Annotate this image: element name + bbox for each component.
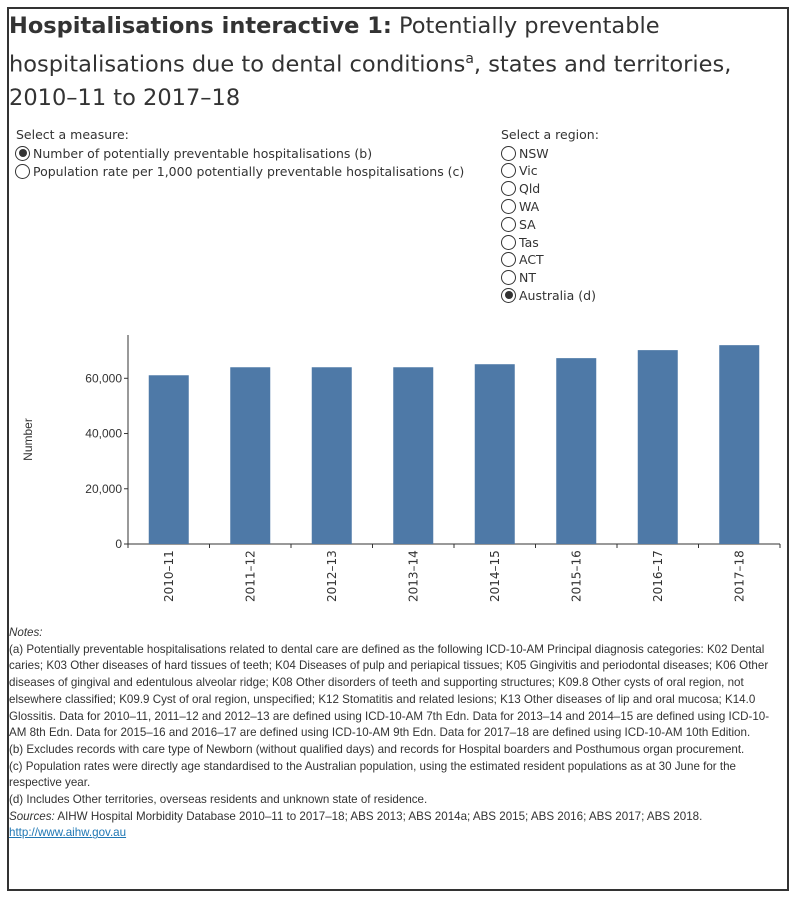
sources-text: AIHW Hospital Morbidity Database 2010–11… [54,809,703,823]
region-option[interactable]: Tas [501,233,539,251]
radio-button-icon[interactable] [501,163,516,179]
x-tick-label: 2015–16 [569,550,583,602]
sources-label: Sources: [9,809,55,823]
bar[interactable] [148,375,189,544]
notes-heading: Notes: [9,626,43,639]
region-option[interactable]: ACT [501,251,544,269]
note-b: (b) Excludes records with care type of N… [9,742,745,756]
region-option-label: NSW [519,145,549,161]
region-option-label: ACT [519,252,544,268]
bar[interactable] [230,367,271,544]
notes: Notes: (a) Potentially preventable hospi… [9,625,779,842]
radio-button-icon[interactable] [15,145,30,161]
page-title: Hospitalisations interactive 1: Potentia… [9,10,769,115]
y-tick-label: 40,000 [85,427,122,441]
title-text-2: , states and territories, 2010–11 to 201… [9,51,732,111]
bar[interactable] [637,350,678,544]
region-option[interactable]: WA [501,197,539,215]
x-tick-label: 2014–15 [488,550,502,602]
region-label: Select a region: [501,127,599,142]
note-d: (d) Includes Other territories, overseas… [9,793,428,807]
radio-button-icon[interactable] [501,252,516,268]
x-tick-label: 2012–13 [325,550,339,602]
measure-label: Select a measure: [16,127,129,142]
x-tick-label: 2017–18 [732,550,746,602]
measure-option-label: Population rate per 1,000 potentially pr… [33,163,465,179]
x-tick-label: 2011–12 [243,550,257,602]
title-footnote: a [465,51,474,67]
region-option[interactable]: SA [501,215,536,233]
note-a: (a) Potentially preventable hospitalisat… [9,642,770,740]
note-c: (c) Population rates were directly age s… [9,759,736,790]
measure-option-label: Number of potentially preventable hospit… [33,145,373,161]
bar[interactable] [719,345,760,544]
radio-button-icon[interactable] [501,216,516,232]
region-option-label: Vic [519,163,538,179]
bar[interactable] [474,364,515,544]
y-tick-label: 20,000 [85,482,122,496]
radio-button-icon[interactable] [501,198,516,214]
aihw-link[interactable]: http://www.aihw.gov.au [9,826,127,840]
region-option[interactable]: Australia (d) [501,286,596,304]
x-tick-label: 2013–14 [406,550,420,602]
region-option-label: WA [519,198,540,214]
region-option[interactable]: Qld [501,180,540,198]
radio-button-icon[interactable] [15,163,30,179]
region-option[interactable]: Vic [501,162,538,180]
y-tick-label: 0 [115,537,122,551]
radio-button-icon[interactable] [501,234,516,250]
bar[interactable] [311,367,352,544]
region-option-label: Tas [519,234,539,250]
region-option-label: Qld [519,181,541,197]
radio-button-icon[interactable] [501,181,516,197]
region-option[interactable]: NSW [501,144,549,162]
x-tick-label: 2010–11 [162,550,176,602]
measure-option[interactable]: Population rate per 1,000 potentially pr… [15,162,464,180]
measure-option[interactable]: Number of potentially preventable hospit… [15,144,372,162]
region-option-label: NT [519,270,536,286]
y-tick-label: 60,000 [85,371,122,385]
radio-button-icon[interactable] [501,145,516,161]
region-option-label: Australia (d) [519,287,596,303]
region-option[interactable]: NT [501,269,536,287]
radio-button-icon[interactable] [501,287,516,303]
radio-button-icon[interactable] [501,270,516,286]
region-option-label: SA [519,216,536,232]
title-bold: Hospitalisations interactive 1: [9,13,392,39]
title-text: Potentially preventable hospitalisations… [9,13,660,78]
x-tick-label: 2016–17 [651,550,665,602]
bar-chart: 0 20,000 40,000 60,000 Number 2010–11 2011–12 2… [21,335,781,602]
bar[interactable] [393,367,434,544]
bar[interactable] [556,358,597,544]
y-axis-title: Number [21,418,35,461]
